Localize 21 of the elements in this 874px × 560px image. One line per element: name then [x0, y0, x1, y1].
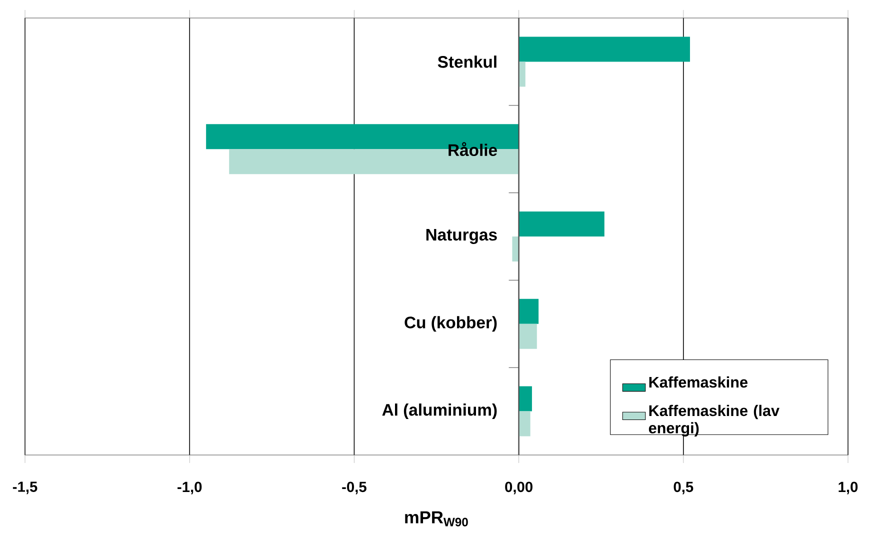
bar — [518, 298, 539, 324]
legend-label: Kaffemaskine (lav energi) — [648, 404, 780, 437]
x-axis-title: mPR$_{W90}$ — [405, 511, 468, 526]
y-tick-label: Stenkul — [438, 56, 496, 68]
y-tick-label: Cu (kobber) — [404, 316, 497, 332]
bar — [518, 324, 537, 349]
bar — [512, 236, 519, 262]
bar — [518, 212, 604, 236]
y-tick-label: Naturgas — [426, 229, 497, 244]
bar — [518, 62, 526, 87]
x-tick-label: 0,00 — [505, 482, 532, 494]
x-tick-label: -0,5 — [342, 482, 366, 494]
bar — [518, 386, 532, 412]
bar — [518, 36, 690, 62]
bar — [518, 411, 530, 436]
x-tick-label: -1,0 — [178, 482, 202, 494]
x-tick-label: -1,5 — [12, 482, 38, 494]
x-tick-label: 1,0 — [838, 482, 858, 494]
y-tick-label: Al (aluminium) — [382, 404, 497, 420]
x-tick-label: 0,5 — [674, 482, 694, 494]
legend-label: Kaffemaskine — [649, 376, 748, 388]
